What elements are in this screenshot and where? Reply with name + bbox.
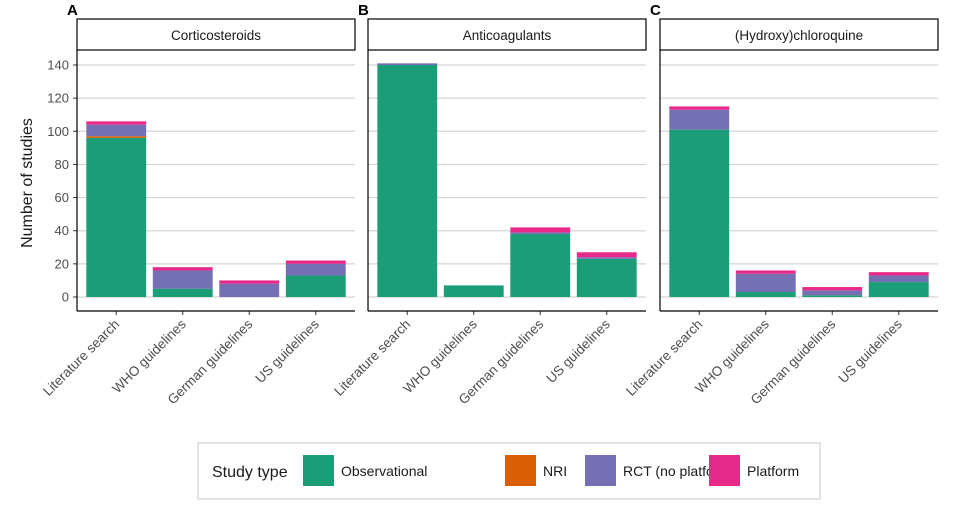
bar-segment-platform — [510, 227, 571, 233]
legend-label: NRI — [543, 463, 567, 479]
legend-label: Platform — [747, 463, 799, 479]
facet-title: (Hydroxy)chloroquine — [735, 28, 863, 43]
y-tick-label: 0 — [62, 290, 69, 305]
bar-segment-observational — [86, 137, 147, 297]
legend-key-platform — [709, 455, 740, 486]
bar-segment-rct-no-platform — [86, 124, 147, 137]
bar-segment-rct-no-platform — [285, 263, 346, 276]
bar-segment-platform — [802, 287, 863, 291]
y-tick-label: 100 — [47, 124, 69, 139]
legend-key-nri — [505, 455, 536, 486]
bar-segment-rct-no-platform — [219, 283, 280, 297]
bar-segment-observational — [735, 292, 796, 297]
legend-key-observational — [303, 455, 334, 486]
bar-segment-platform — [576, 252, 637, 258]
legend-title: Study type — [212, 464, 288, 481]
y-tick-label: 80 — [55, 157, 69, 172]
bar-segment-rct-no-platform — [802, 290, 863, 296]
y-tick-label: 120 — [47, 91, 69, 106]
panel-a: ACorticosteroids020406080100120140Litera… — [40, 2, 356, 407]
bar-segment-platform — [152, 267, 213, 271]
bar-segment-observational — [285, 275, 346, 297]
bar-segment-platform — [868, 272, 929, 276]
bar-segment-nri — [86, 136, 147, 138]
x-tick-label: US guidelines — [835, 316, 905, 386]
bar-segment-observational — [802, 295, 863, 297]
facet-title: Corticosteroids — [171, 28, 261, 43]
y-tick-label: 20 — [55, 256, 69, 271]
bar-segment-observational — [868, 282, 929, 297]
bar-segment-rct-no-platform — [868, 275, 929, 283]
legend-key-rct-no-platform — [585, 455, 616, 486]
panel-tag: C — [650, 2, 661, 19]
bar-segment-platform — [669, 106, 730, 110]
y-tick-label: 40 — [55, 223, 69, 238]
facet-strip — [76, 18, 356, 51]
bar-segment-observational — [576, 258, 637, 297]
legend: Study type Observational NRI RCT (no platf… — [197, 442, 821, 500]
facet-strip — [367, 18, 647, 51]
legend-label: RCT (no platform) — [623, 463, 735, 479]
bar-segment-rct-no-platform — [669, 109, 730, 130]
bar-segment-observational — [669, 129, 730, 297]
panel-tag: B — [358, 2, 369, 19]
panel-tag: A — [67, 2, 78, 19]
bar-segment-observational — [377, 65, 438, 297]
y-tick-label: 60 — [55, 190, 69, 205]
bar-segment-rct-no-platform — [377, 63, 438, 65]
x-tick-label: US guidelines — [543, 316, 613, 386]
facet-title: Anticoagulants — [463, 28, 552, 43]
y-axis-label: Number of studies — [19, 118, 36, 248]
bar-segment-platform — [285, 260, 346, 264]
y-tick-label: 140 — [47, 58, 69, 73]
bar-segment-platform — [219, 280, 280, 284]
panels: ACorticosteroids020406080100120140Litera… — [40, 2, 939, 407]
bar-segment-observational — [443, 285, 504, 297]
bar-segment-platform — [735, 270, 796, 274]
bar-segment-rct-no-platform — [576, 257, 637, 259]
bar-segment-observational — [152, 288, 213, 297]
bar-segment-rct-no-platform — [735, 273, 796, 293]
x-tick-label: US guidelines — [252, 316, 322, 386]
bar-segment-rct-no-platform — [510, 232, 571, 235]
bar-segment-platform — [86, 121, 147, 125]
legend-label: Observational — [341, 463, 427, 479]
facet-strip — [659, 18, 939, 51]
bar-segment-rct-no-platform — [152, 270, 213, 289]
bar-segment-observational — [510, 234, 571, 297]
